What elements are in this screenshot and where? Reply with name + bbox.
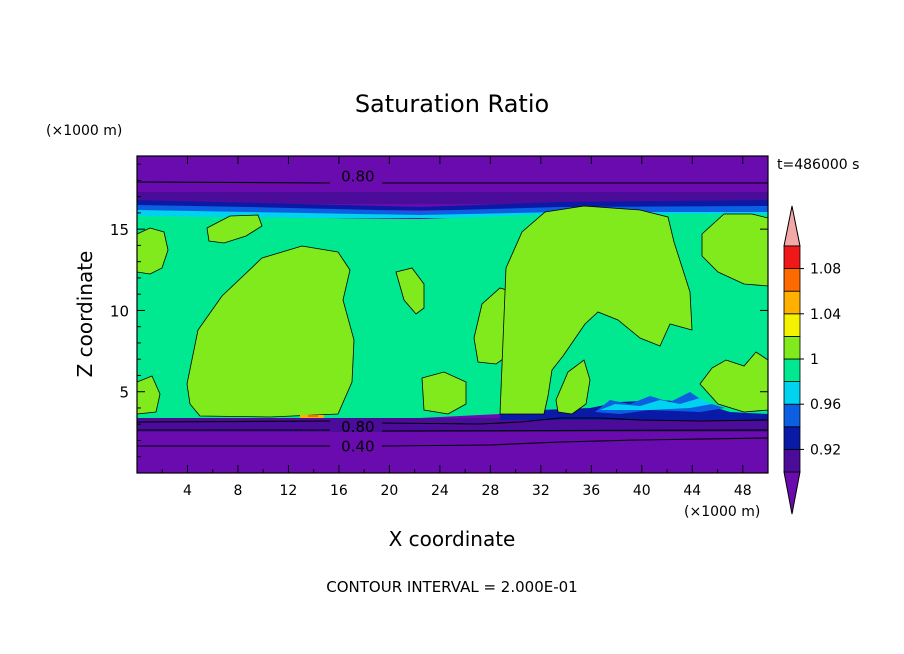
y-unit-label: (×1000 m) [46, 123, 122, 139]
y-tick-label: 5 [119, 384, 129, 402]
x-tick-label: 32 [532, 483, 550, 499]
y-tick-label: 15 [110, 221, 129, 239]
lower-cyan-fringe [600, 398, 712, 410]
y-axis-label: Z coordinate [73, 251, 97, 378]
x-tick-label: 44 [683, 483, 701, 499]
colorbar-label: 0.92 [810, 442, 841, 458]
contour-lines [137, 181, 768, 447]
contour-label: 0.80 [341, 418, 374, 436]
colorbar-segment [783, 403, 801, 428]
colorbar-segment [783, 313, 801, 337]
colorbar-over-triangle [783, 205, 801, 247]
colorbar-segment [783, 358, 801, 383]
warm-spot-core [308, 415, 318, 417]
colorbar-label: 0.96 [810, 397, 841, 413]
colorbar-segment [783, 290, 801, 315]
x-tick-label: 28 [481, 483, 499, 499]
x-tick-label: 8 [233, 483, 242, 499]
colorbar-label: 1.08 [810, 262, 841, 278]
colorbar-label: 1.04 [810, 307, 841, 323]
y-tick-label: 10 [110, 302, 129, 320]
x-axis: 4 8 12 16 20 24 28 32 36 40 44 48 [161, 156, 752, 499]
upper-dark-band [137, 192, 768, 204]
x-tick-label: 40 [633, 483, 651, 499]
contour-label: 0.80 [341, 168, 374, 186]
x-tick-label: 12 [280, 483, 298, 499]
colorbar-under-triangle [783, 471, 801, 515]
saturation-field [137, 156, 768, 473]
x-unit-label: (×1000 m) [684, 504, 760, 520]
x-tick-label: 4 [183, 483, 192, 499]
colorbar-segment [783, 381, 801, 405]
colorbar-segment [783, 448, 801, 473]
x-tick-label: 48 [734, 483, 752, 499]
time-label: t=486000 s [777, 157, 859, 173]
contour-interval-note: CONTOUR INTERVAL = 2.000E-01 [326, 578, 577, 596]
colorbar-segment [783, 245, 801, 270]
colorbar-segment [783, 335, 801, 360]
colorbar-label: 1 [810, 352, 819, 368]
plot-frame [136, 155, 769, 474]
x-tick-label: 16 [330, 483, 348, 499]
contour-label: 0.40 [341, 437, 374, 455]
contour-labels: 0.800.800.40 [341, 168, 374, 456]
colorbar-segment [783, 268, 801, 292]
chart-title: Saturation Ratio [355, 90, 549, 118]
x-tick-label: 36 [582, 483, 600, 499]
x-tick-label: 24 [431, 483, 449, 499]
y-axis: 5 10 15 [110, 163, 768, 458]
x-axis-label: X coordinate [389, 527, 516, 551]
colorbar: 0.92 0.96 1 1.04 1.08 [783, 205, 841, 515]
colorbar-segment [783, 426, 801, 450]
x-tick-label: 20 [380, 483, 398, 499]
supersaturated-blobs [137, 205, 768, 418]
